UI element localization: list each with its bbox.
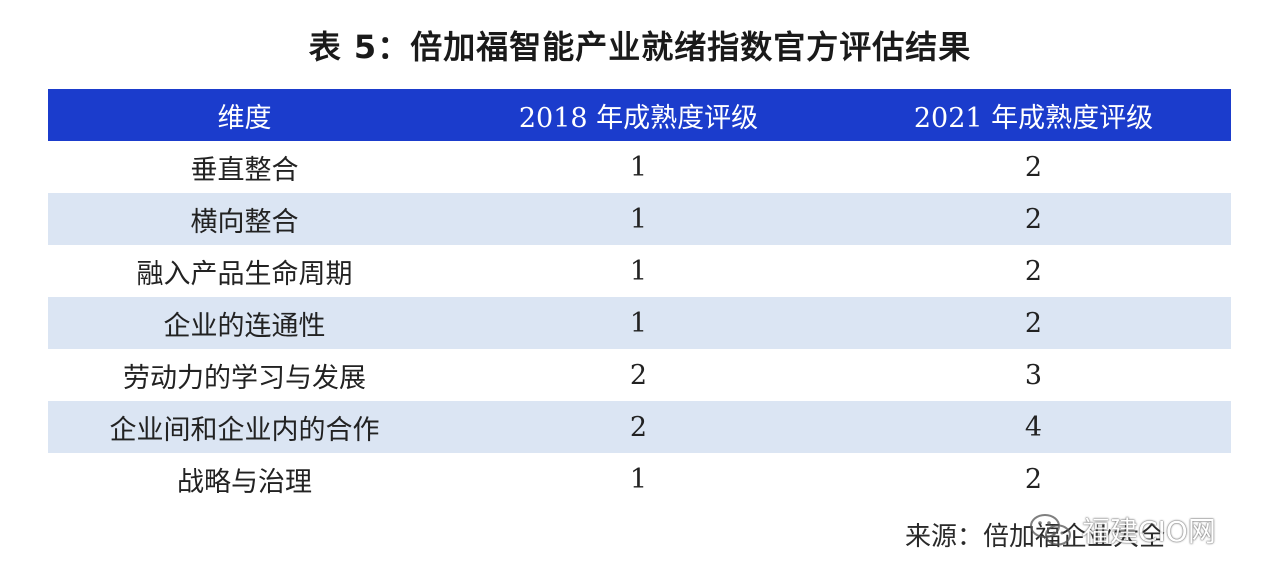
table-row: 战略与治理 1 2 — [48, 453, 1231, 505]
cell-2021-rating: 3 — [836, 349, 1231, 401]
cell-2021-rating: 4 — [836, 401, 1231, 453]
rating-table: 维度 2018 年成熟度评级 2021 年成熟度评级 垂直整合 1 2 横向整合… — [48, 89, 1231, 505]
table-row: 融入产品生命周期 1 2 — [48, 245, 1231, 297]
cell-2018-rating: 1 — [441, 245, 836, 297]
cell-dimension: 企业间和企业内的合作 — [48, 401, 441, 453]
header-2021-rating: 2021 年成熟度评级 — [836, 89, 1231, 141]
cell-2018-rating: 1 — [441, 453, 836, 505]
cell-2018-rating: 1 — [441, 193, 836, 245]
table-row: 企业的连通性 1 2 — [48, 297, 1231, 349]
cell-2021-rating: 2 — [836, 193, 1231, 245]
cell-dimension: 融入产品生命周期 — [48, 245, 441, 297]
cell-2018-rating: 1 — [441, 297, 836, 349]
table-row: 横向整合 1 2 — [48, 193, 1231, 245]
wechat-icon — [1030, 514, 1071, 546]
watermark: 福建CIO网 — [1028, 508, 1216, 552]
table-row: 劳动力的学习与发展 2 3 — [48, 349, 1231, 401]
cell-2021-rating: 2 — [836, 453, 1231, 505]
header-dimension: 维度 — [48, 89, 441, 141]
cell-dimension: 企业的连通性 — [48, 297, 441, 349]
cell-dimension: 劳动力的学习与发展 — [48, 349, 441, 401]
cell-2021-rating: 2 — [836, 245, 1231, 297]
table-header-row: 维度 2018 年成熟度评级 2021 年成熟度评级 — [48, 89, 1231, 141]
cell-dimension: 战略与治理 — [48, 453, 441, 505]
header-2018-rating: 2018 年成熟度评级 — [441, 89, 836, 141]
table-row: 企业间和企业内的合作 2 4 — [48, 401, 1231, 453]
cell-dimension: 垂直整合 — [48, 141, 441, 193]
cell-2018-rating: 2 — [441, 349, 836, 401]
table-title: 表 5：倍加福智能产业就绪指数官方评估结果 — [308, 28, 972, 66]
cell-2021-rating: 2 — [836, 141, 1231, 193]
cell-2018-rating: 1 — [441, 141, 836, 193]
watermark-text: 福建CIO网 — [1082, 515, 1216, 548]
cell-dimension: 横向整合 — [48, 193, 441, 245]
cell-2018-rating: 2 — [441, 401, 836, 453]
cell-2021-rating: 2 — [836, 297, 1231, 349]
source-note: 来源：倍加福企业大全 — [905, 522, 1166, 552]
table-row: 垂直整合 1 2 — [48, 141, 1231, 193]
